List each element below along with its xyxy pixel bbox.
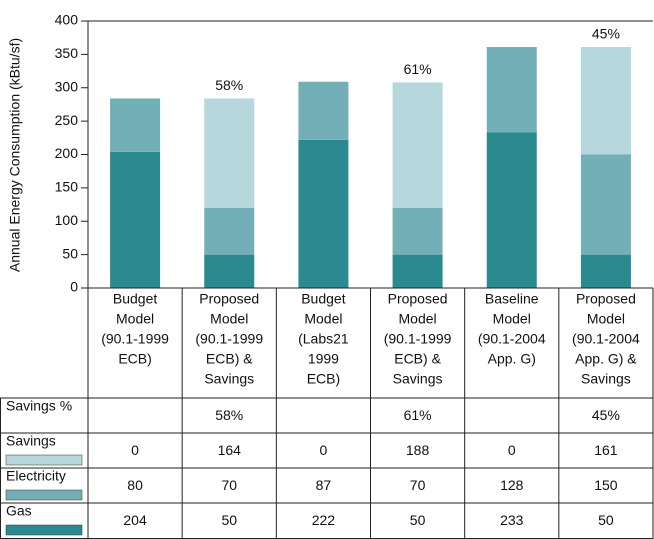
x-tick-label: Budget <box>113 291 157 307</box>
y-tick-label: 200 <box>55 145 79 161</box>
table-cell: 70 <box>410 477 426 493</box>
bar-segment <box>580 154 631 255</box>
x-tick-label: (90.1-1999 <box>195 331 263 347</box>
data-label: 58% <box>215 77 243 93</box>
x-tick-label: Model <box>304 311 342 327</box>
table-cell: 204 <box>123 512 147 528</box>
legend-swatch <box>5 454 83 466</box>
x-tick-label: App. G) & <box>575 351 637 367</box>
x-tick-label: (90.1-1999 <box>101 331 169 347</box>
table-cell: 45% <box>592 407 620 423</box>
x-tick-label: 1999 <box>308 351 339 367</box>
table-cell: 161 <box>594 442 618 458</box>
table-cell: 80 <box>127 477 143 493</box>
row-label: Savings % <box>6 398 72 414</box>
x-tick-label: App. G) <box>488 351 536 367</box>
x-tick-label: Model <box>493 311 531 327</box>
table-cell: 70 <box>221 477 237 493</box>
bar-segment <box>110 151 161 288</box>
x-tick-label: ECB) & <box>394 351 441 367</box>
table-cell: 61% <box>404 407 432 423</box>
x-tick-label: (90.1-2004 <box>478 331 546 347</box>
table-cell: 164 <box>218 442 242 458</box>
bar-segment <box>298 81 349 140</box>
table-cell: 188 <box>406 442 430 458</box>
row-label: Gas <box>6 503 32 519</box>
data-label: 45% <box>592 26 620 42</box>
bar-segment <box>486 47 537 133</box>
table-cell: 150 <box>594 477 618 493</box>
bar-segment <box>110 98 161 152</box>
bar-segment <box>392 207 443 255</box>
bar-segment <box>580 254 631 288</box>
y-tick-label: 150 <box>55 179 79 195</box>
y-tick-label: 350 <box>55 45 79 61</box>
x-tick-label: Baseline <box>485 291 539 307</box>
x-tick-label: Model <box>399 311 437 327</box>
x-tick-label: (90.1-1999 <box>384 331 452 347</box>
table-cell: 50 <box>221 512 237 528</box>
table-cell: 87 <box>316 477 332 493</box>
x-tick-label: Proposed <box>576 291 636 307</box>
x-tick-label: Model <box>587 311 625 327</box>
x-tick-label: Model <box>116 311 154 327</box>
x-tick-label: Savings <box>581 371 631 387</box>
x-tick-label: Proposed <box>199 291 259 307</box>
row-label: Electricity <box>6 468 66 484</box>
y-axis-label: Annual Energy Consumption (kBtu/sf) <box>7 38 23 272</box>
legend-swatch <box>5 489 83 501</box>
bar-segment <box>580 47 631 155</box>
data-label: 61% <box>404 61 432 77</box>
bar-segment <box>392 254 443 288</box>
x-tick-label: Proposed <box>388 291 448 307</box>
table-cell: 0 <box>320 442 328 458</box>
x-tick-label: (90.1-2004 <box>572 331 640 347</box>
x-tick-label: Savings <box>204 371 254 387</box>
table-cell: 50 <box>410 512 426 528</box>
table-cell: 58% <box>215 407 243 423</box>
y-tick-label: 300 <box>55 78 79 94</box>
bar-segment <box>298 139 349 288</box>
row-label: Savings <box>6 433 56 449</box>
table-cell: 233 <box>500 512 524 528</box>
table-cell: 0 <box>131 442 139 458</box>
legend-swatch <box>5 524 83 536</box>
y-tick-label: 400 <box>55 12 79 28</box>
y-tick-label: 50 <box>62 245 78 261</box>
y-tick-label: 250 <box>55 112 79 128</box>
x-tick-label: ECB) <box>307 371 340 387</box>
table-cell: 50 <box>598 512 614 528</box>
x-tick-label: (Labs21 <box>298 331 349 347</box>
y-tick-label: 100 <box>55 212 79 228</box>
bar-segment <box>392 82 443 208</box>
bar-segment <box>486 132 537 288</box>
table-cell: 128 <box>500 477 524 493</box>
y-tick-label: 0 <box>70 279 78 295</box>
x-tick-label: Savings <box>393 371 443 387</box>
x-tick-label: Budget <box>301 291 345 307</box>
table-cell: 222 <box>312 512 336 528</box>
bar-segment <box>204 254 255 288</box>
x-tick-label: Model <box>210 311 248 327</box>
bar-segment <box>204 207 255 255</box>
x-tick-label: ECB) & <box>206 351 253 367</box>
x-tick-label: ECB) <box>118 351 151 367</box>
bar-segment <box>204 98 255 208</box>
table-cell: 0 <box>508 442 516 458</box>
